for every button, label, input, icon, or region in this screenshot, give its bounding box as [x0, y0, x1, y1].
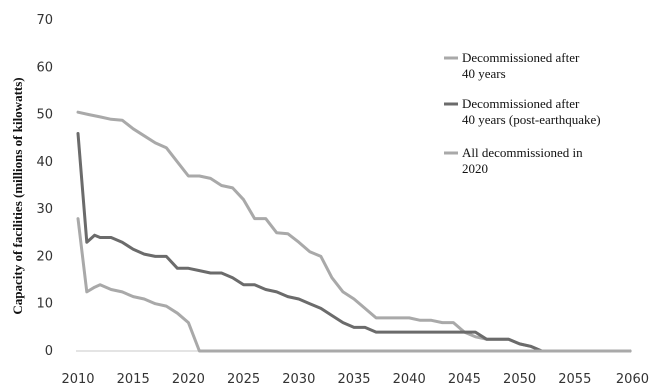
legend-label: Decommissioned after [462, 50, 580, 65]
x-tick-label: 2045 [448, 372, 481, 387]
x-tick-label: 2010 [61, 372, 94, 387]
series-line-2 [76, 132, 632, 353]
y-tick-label: 20 [36, 249, 53, 264]
legend-label: 40 years [462, 66, 506, 81]
series-lines [76, 110, 632, 353]
legend-label: All decommissioned in [462, 145, 583, 160]
x-tick-label: 2055 [558, 372, 591, 387]
y-tick-label: 70 [36, 13, 53, 28]
x-tick-label: 2020 [172, 372, 205, 387]
x-axis-tick-labels: 2010 2015 2020 2025 2030 2035 2040 2045 2050 2055… [61, 372, 649, 387]
y-tick-label: 30 [36, 202, 53, 217]
x-tick-label: 2060 [616, 372, 649, 387]
x-tick-label: 2015 [117, 372, 150, 387]
x-tick-label: 2040 [393, 372, 426, 387]
x-tick-label: 2030 [282, 372, 315, 387]
y-axis-tick-labels: 0 10 20 30 40 50 60 70 [36, 13, 53, 359]
y-tick-label: 10 [36, 297, 53, 312]
legend-label: 40 years (post-earthquake) [462, 112, 601, 127]
x-tick-label: 2050 [503, 372, 536, 387]
legend-label: Decommissioned after [462, 96, 580, 111]
legend-label: 2020 [462, 161, 488, 176]
y-tick-label: 50 [36, 108, 53, 123]
x-tick-label: 2035 [337, 372, 370, 387]
series-line-3 [76, 217, 632, 353]
x-tick-label: 2025 [227, 372, 260, 387]
y-tick-label: 40 [36, 155, 53, 170]
y-tick-label: 60 [36, 60, 53, 75]
y-tick-label: 0 [45, 344, 53, 359]
y-axis-title: Capacity of facilities (millions of kilo… [10, 77, 25, 314]
